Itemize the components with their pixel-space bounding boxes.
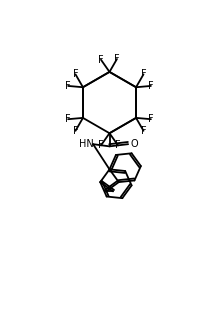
Text: F: F: [65, 114, 71, 124]
Text: O: O: [131, 139, 138, 149]
Text: F: F: [98, 55, 104, 65]
Text: F: F: [65, 81, 71, 91]
Text: F: F: [73, 69, 78, 79]
Text: F: F: [148, 81, 154, 91]
Text: F: F: [98, 140, 104, 151]
Text: F: F: [148, 114, 154, 124]
Text: F: F: [115, 140, 121, 151]
Text: HN: HN: [79, 139, 94, 149]
Text: F: F: [114, 54, 120, 64]
Text: F: F: [73, 126, 78, 136]
Text: F: F: [141, 69, 146, 79]
Text: F: F: [141, 126, 146, 136]
